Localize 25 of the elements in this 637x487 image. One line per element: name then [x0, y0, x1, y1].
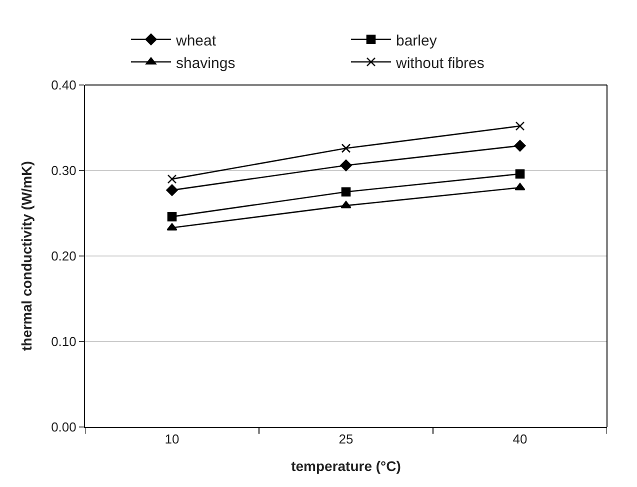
point	[340, 160, 352, 172]
y-tick-label: 0.30	[51, 163, 76, 178]
y-tick-label: 0.10	[51, 334, 76, 350]
point	[167, 212, 177, 222]
y-tick-label: 0.00	[51, 420, 76, 435]
point	[514, 182, 526, 190]
point	[167, 174, 177, 184]
point	[515, 121, 525, 131]
point	[515, 169, 525, 179]
point	[166, 184, 178, 196]
y-tick-label: 0.40	[51, 78, 76, 93]
y-tick-label: 0.20	[51, 248, 76, 264]
x-tick-label: 10	[164, 432, 180, 447]
legend-label: barley	[396, 32, 438, 50]
y-axis-title: thermal conductivity (W/mK)	[18, 161, 35, 351]
x-tick-label: 40	[512, 432, 528, 447]
point	[341, 144, 351, 153]
legend-label: shavings	[176, 54, 236, 72]
x-tick-label: 25	[338, 432, 354, 447]
x-axis-title: temperature (°C)	[291, 458, 401, 474]
point	[340, 200, 352, 208]
legend-label: without fibres	[395, 54, 484, 72]
legend-label: wheat	[175, 32, 217, 50]
point	[341, 187, 351, 197]
point	[514, 140, 526, 152]
